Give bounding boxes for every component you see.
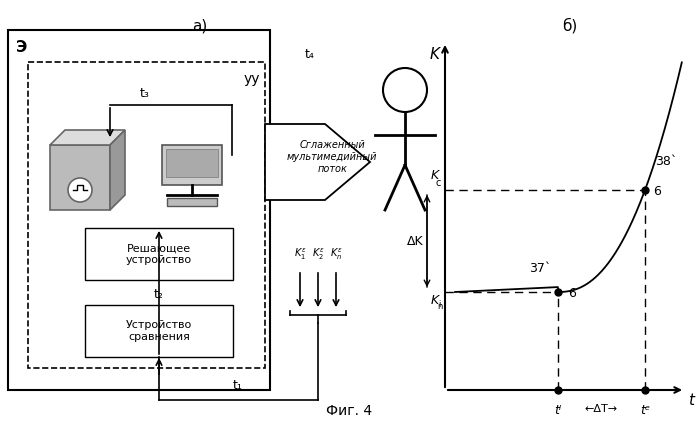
Text: 6: 6: [653, 185, 661, 198]
Bar: [85, 305, 233, 357]
Bar: [166, 149, 218, 177]
Text: t₂: t₂: [154, 288, 164, 301]
Bar: [85, 228, 233, 280]
Bar: [28, 62, 265, 368]
Text: t₁: t₁: [233, 379, 243, 392]
Circle shape: [68, 178, 92, 202]
Text: n: n: [438, 302, 443, 311]
Text: K: K: [431, 294, 439, 307]
Text: tᵉ: tᵉ: [640, 404, 650, 417]
Text: i: i: [439, 300, 441, 309]
Bar: [8, 30, 270, 390]
Bar: [167, 198, 217, 206]
Text: tᴵ: tᴵ: [554, 404, 561, 417]
Text: K: K: [430, 47, 440, 62]
Text: 6: 6: [568, 287, 576, 300]
Text: Фиг. 4: Фиг. 4: [326, 404, 372, 418]
Text: Устройство
сравнения: Устройство сравнения: [126, 320, 192, 342]
Text: K: K: [431, 169, 439, 182]
Text: 37`: 37`: [529, 262, 551, 275]
Text: ΔK: ΔK: [407, 235, 424, 247]
Text: уу: уу: [243, 72, 260, 86]
Bar: [162, 145, 222, 185]
Text: ←ΔT→: ←ΔT→: [584, 404, 617, 414]
Text: t: t: [688, 393, 694, 408]
Text: Сглаженный
мультимедийный
поток: Сглаженный мультимедийный поток: [287, 140, 377, 174]
Polygon shape: [110, 130, 125, 210]
Text: $K_1^{\epsilon}$: $K_1^{\epsilon}$: [294, 247, 306, 262]
Text: $K_2^{\epsilon}$: $K_2^{\epsilon}$: [312, 247, 324, 262]
Text: б): б): [563, 18, 577, 34]
Circle shape: [383, 68, 427, 112]
Text: t₄: t₄: [305, 48, 315, 61]
Text: $K_n^{\epsilon}$: $K_n^{\epsilon}$: [330, 247, 343, 262]
Text: а): а): [192, 18, 208, 33]
Polygon shape: [265, 124, 370, 200]
Text: t₃: t₃: [140, 87, 150, 100]
Text: c: c: [435, 178, 441, 188]
Text: Э: Э: [16, 40, 27, 55]
FancyBboxPatch shape: [50, 145, 110, 210]
Polygon shape: [50, 130, 125, 145]
Text: 38`: 38`: [655, 155, 677, 168]
Text: Решающее
устройство: Решающее устройство: [126, 243, 192, 265]
